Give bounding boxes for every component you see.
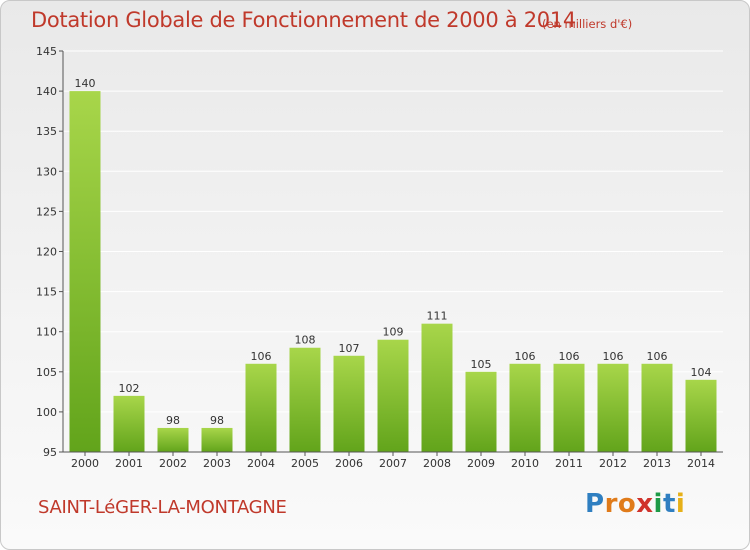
y-tick-label: 145 bbox=[36, 45, 57, 58]
data-label: 106 bbox=[603, 350, 624, 363]
x-tick-label: 2012 bbox=[599, 457, 627, 470]
data-label: 105 bbox=[471, 358, 492, 371]
logo-letter: r bbox=[604, 489, 618, 519]
y-tick-label: 125 bbox=[36, 205, 57, 218]
y-tick-label: 100 bbox=[36, 406, 57, 419]
logo-letter: x bbox=[636, 489, 654, 519]
y-tick-label: 120 bbox=[36, 246, 57, 259]
logo-letter: o bbox=[617, 489, 637, 519]
data-label: 140 bbox=[75, 77, 96, 90]
data-label: 109 bbox=[383, 326, 404, 339]
data-label: 102 bbox=[119, 382, 140, 395]
y-tick-label: 110 bbox=[36, 326, 57, 339]
data-label: 106 bbox=[515, 350, 536, 363]
data-label: 106 bbox=[647, 350, 668, 363]
bar bbox=[509, 363, 541, 452]
data-label: 98 bbox=[210, 414, 224, 427]
logo-letter: P bbox=[585, 489, 605, 519]
x-tick-label: 2009 bbox=[467, 457, 495, 470]
x-tick-label: 2014 bbox=[687, 457, 715, 470]
data-label: 108 bbox=[295, 334, 316, 347]
x-tick-label: 2005 bbox=[291, 457, 319, 470]
x-tick-label: 2000 bbox=[71, 457, 99, 470]
x-tick-label: 2007 bbox=[379, 457, 407, 470]
chart-unit-note: (en milliers d'€) bbox=[542, 17, 633, 31]
commune-name: SAINT-LéGER-LA-MONTAGNE bbox=[38, 497, 287, 518]
logo-letter: i bbox=[675, 489, 686, 519]
x-tick-label: 2010 bbox=[511, 457, 539, 470]
bar bbox=[201, 427, 233, 452]
x-tick-label: 2001 bbox=[115, 457, 143, 470]
bar bbox=[465, 371, 497, 452]
x-tick-label: 2003 bbox=[203, 457, 231, 470]
y-tick-label: 140 bbox=[36, 85, 57, 98]
y-tick-label: 115 bbox=[36, 286, 57, 299]
bar bbox=[289, 347, 321, 452]
logo-letter: t bbox=[662, 489, 676, 519]
y-tick-label: 105 bbox=[36, 366, 57, 379]
data-label: 98 bbox=[166, 414, 180, 427]
proxiti-logo: Proxiti bbox=[585, 489, 685, 519]
bar bbox=[421, 323, 453, 452]
data-label: 106 bbox=[559, 350, 580, 363]
x-tick-label: 2004 bbox=[247, 457, 275, 470]
bar bbox=[597, 363, 629, 452]
x-tick-label: 2002 bbox=[159, 457, 187, 470]
bars bbox=[69, 91, 717, 452]
y-tick-label: 95 bbox=[43, 446, 57, 459]
data-label: 106 bbox=[251, 350, 272, 363]
bar bbox=[245, 363, 277, 452]
x-tick-label: 2008 bbox=[423, 457, 451, 470]
bar bbox=[333, 355, 365, 452]
bar bbox=[113, 395, 145, 452]
axes bbox=[59, 50, 723, 456]
chart-title: Dotation Globale de Fonctionnement de 20… bbox=[31, 8, 576, 32]
y-tick-label: 135 bbox=[36, 125, 57, 138]
bar bbox=[685, 379, 717, 452]
x-tick-label: 2006 bbox=[335, 457, 363, 470]
bar bbox=[157, 427, 189, 452]
y-tick-label: 130 bbox=[36, 165, 57, 178]
data-label: 104 bbox=[691, 366, 712, 379]
bar bbox=[377, 339, 409, 452]
bar bbox=[69, 91, 101, 452]
labels: 95 100 105 110 115 120 125 130 135 140 145 140 2000 1… bbox=[36, 45, 715, 470]
x-tick-label: 2013 bbox=[643, 457, 671, 470]
logo-letter: i bbox=[653, 489, 663, 519]
data-label: 111 bbox=[427, 310, 448, 323]
x-tick-label: 2011 bbox=[555, 457, 583, 470]
data-label: 107 bbox=[339, 342, 360, 355]
bar bbox=[553, 363, 585, 452]
bar bbox=[641, 363, 673, 452]
